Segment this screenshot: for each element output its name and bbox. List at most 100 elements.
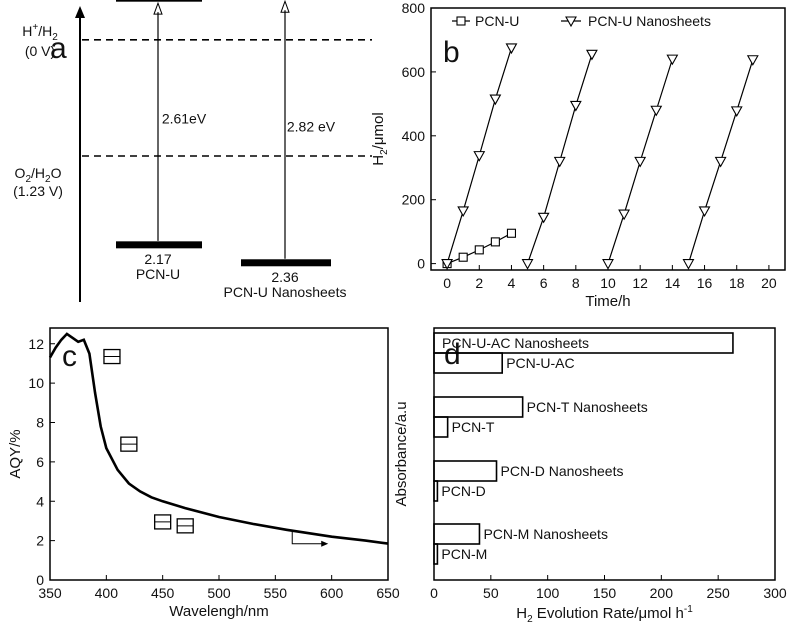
x-axis-title: Time/h	[585, 293, 630, 310]
data-point-triangle	[730, 106, 743, 118]
x-tick-label: 500	[207, 585, 231, 601]
rate-bar	[433, 543, 439, 565]
data-point-triangle	[473, 151, 486, 162]
x-tick-label: 0	[443, 275, 451, 291]
band-gap-label: 2.82 eV	[287, 119, 336, 135]
rate-bar	[433, 480, 439, 502]
x-tick-label: 150	[593, 585, 617, 601]
data-point-triangle	[457, 206, 470, 218]
bar-label: PCN-D	[441, 483, 485, 499]
reference-potential-h: (0 V)	[25, 43, 55, 59]
data-point-triangle	[746, 55, 759, 66]
axis-arrow-icon	[75, 6, 85, 18]
x-tick-label: 350	[38, 585, 62, 601]
valence-band-bar	[241, 259, 331, 267]
legend-label: PCN-U	[475, 13, 519, 29]
arrow-head-icon	[153, 1, 163, 15]
bar-label: PCN-M Nanosheets	[483, 526, 608, 542]
x-tick-label: 14	[665, 275, 681, 291]
rate-bar	[433, 416, 449, 438]
arrow-head-icon	[280, 0, 290, 13]
reference-label-o: O2/H2O	[15, 165, 62, 185]
data-point-triangle	[505, 43, 518, 55]
y-tick-label: 4	[36, 493, 44, 509]
x-tick-label: 6	[540, 275, 548, 291]
y-tick-label: 800	[402, 0, 426, 16]
x-axis-title: Wavelengh/nm	[169, 603, 269, 620]
y-tick-label: 10	[28, 375, 44, 391]
panel-d-letter: d	[444, 338, 461, 371]
x-tick-label: 400	[95, 585, 119, 601]
bar-label: PCN-M	[441, 546, 487, 562]
x-tick-label: 0	[430, 585, 438, 601]
data-point-triangle	[441, 259, 454, 270]
rate-bar	[433, 460, 498, 482]
rate-bar	[433, 523, 481, 545]
x-tick-label: 100	[536, 585, 560, 601]
panel-c-frame	[49, 327, 389, 581]
bar-label: PCN-U-AC	[506, 355, 574, 371]
data-point-triangle	[714, 156, 727, 168]
data-point-triangle	[569, 100, 582, 112]
x-axis-title: H2 Evolution Rate/μmol h-1	[516, 604, 693, 625]
data-point-square	[506, 228, 517, 238]
panel-d-frame	[433, 327, 776, 581]
y-tick-label: 8	[36, 415, 44, 431]
x-tick-label: 300	[763, 585, 787, 601]
x-tick-label: 200	[650, 585, 674, 601]
rate-bar	[433, 396, 524, 418]
reference-label-h: H+/H2	[22, 22, 58, 43]
reference-potential-o: (1.23 V)	[13, 183, 63, 199]
rate-bar	[433, 352, 503, 374]
data-point-triangle	[565, 16, 577, 28]
x-tick-label: 450	[151, 585, 175, 601]
vb-potential-label: 2.17	[144, 251, 171, 267]
data-point-triangle	[489, 94, 502, 106]
x-tick-label: 550	[264, 585, 288, 601]
panel-c-letter: c	[62, 340, 77, 373]
x-tick-label: 18	[729, 275, 745, 291]
panel-a-letter: a	[50, 32, 67, 65]
data-point-triangle	[618, 209, 631, 221]
panel-b-h2-time-plot: b 0 2 4 6 8 10 12 14 16 18 200200400600800Time/hH2…	[370, 0, 786, 310]
y-axis-title: H2/μmol	[370, 112, 390, 165]
data-point-triangle	[585, 49, 598, 61]
data-point-square	[458, 252, 468, 262]
data-point-square	[474, 245, 484, 255]
panel-b-letter: b	[443, 36, 460, 69]
y-axis-title: AQY/%	[7, 429, 24, 478]
data-point-triangle	[553, 156, 566, 168]
sample-name-label: PCN-U	[136, 266, 180, 282]
panel-c-aqy-plot: c 350 400 450 500 550 600 650 0 2 4 6 8 10 12 Waveleng…	[7, 327, 400, 620]
bar-label: PCN-U-AC Nanosheets	[442, 335, 589, 351]
data-point-triangle	[666, 54, 679, 66]
panel-a-band-diagram: a H+/H2(0 V)O2/H2O(1.23 V)-0.442.17PCN-U…	[13, 0, 372, 302]
band-gap-label: 2.61eV	[162, 111, 207, 127]
sample-name-label: PCN-U Nanosheets	[224, 284, 347, 300]
y-tick-label: 2	[36, 533, 44, 549]
legend-label: PCN-U Nanosheets	[588, 13, 711, 29]
x-tick-label: 2	[475, 275, 483, 291]
bar-label: PCN-T Nanosheets	[527, 399, 648, 415]
panel-d-bar-plot: d 0 50 100 150 200 250 300 H2 Evolution Rate/μm…	[393, 327, 787, 625]
axis-indicator-line	[291, 529, 323, 545]
y-tick-label: 12	[28, 336, 44, 352]
bar-label: PCN-D Nanosheets	[501, 463, 624, 479]
y-tick-label: 400	[402, 128, 426, 144]
data-point-triangle	[698, 206, 711, 218]
x-tick-label: 4	[508, 275, 516, 291]
data-point-square	[456, 16, 466, 26]
data-point-triangle	[537, 212, 550, 224]
x-tick-label: 20	[761, 275, 777, 291]
data-point-triangle	[602, 259, 614, 270]
valence-band-bar	[116, 241, 202, 249]
data-point-triangle	[634, 156, 647, 168]
y-axis-title: Absorbance/a.u	[393, 401, 410, 506]
data-point-square	[490, 237, 500, 247]
conduction-band-bar	[116, 0, 202, 2]
y-tick-label: 200	[402, 192, 426, 208]
rate-bar	[433, 332, 734, 354]
y-tick-label: 0	[36, 572, 44, 588]
x-tick-label: 8	[572, 275, 580, 291]
x-tick-label: 650	[376, 585, 400, 601]
